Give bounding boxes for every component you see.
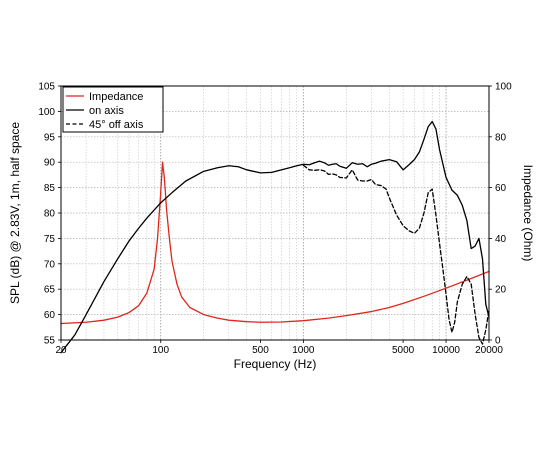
y-tick-label: 90 [44,158,56,169]
x-tick-label: 20000 [475,345,503,356]
x-tick-label: 500 [252,345,269,356]
series-line-on-axis [60,120,490,354]
x-tick-label: 1000 [292,345,315,356]
tick-labels: 20 100 500 1000 5000 10000 2000055606570758085… [38,82,512,357]
x-tick-label: 20 [55,345,67,356]
series-line-45-off-axis [302,164,490,345]
legend: Impedance on axis 45° off axis [62,86,164,133]
x-tick-label: 100 [152,345,169,356]
y-tick-label: 85 [44,183,56,194]
x-tick-label: 10000 [432,345,460,356]
legend-label-impedance: Impedance [89,91,143,103]
x-axis-title: Frequency (Hz) [234,357,317,371]
y-tick-label: 65 [44,285,56,296]
y2-tick-label: 60 [495,183,507,194]
y2-tick-label: 80 [495,132,507,143]
x-tick-label: 5000 [392,345,415,356]
y-tick-label: 95 [44,132,56,143]
legend-label-on-axis: on axis [89,105,124,117]
y2-tick-label: 0 [495,336,501,347]
y2-tick-label: 100 [495,82,512,93]
y-tick-label: 80 [44,209,56,220]
data-curves [60,120,490,354]
y-tick-label: 55 [44,336,56,347]
y2-tick-label: 20 [495,285,507,296]
y-tick-label: 75 [44,234,56,245]
y2-tick-label: 40 [495,234,507,245]
y-axis-title: SPL (dB) @ 2.83V, 1m, half space [8,122,22,304]
y-tick-label: 60 [44,310,56,321]
y-tick-label: 70 [44,259,56,270]
y-tick-label: 100 [38,107,55,118]
legend-label-off-axis: 45° off axis [89,119,144,131]
y2-axis-title: Impedance (Ohm) [521,165,535,262]
grid-lines [61,86,489,340]
y-tick-label: 105 [38,82,55,93]
series-line-impedance [60,161,490,325]
